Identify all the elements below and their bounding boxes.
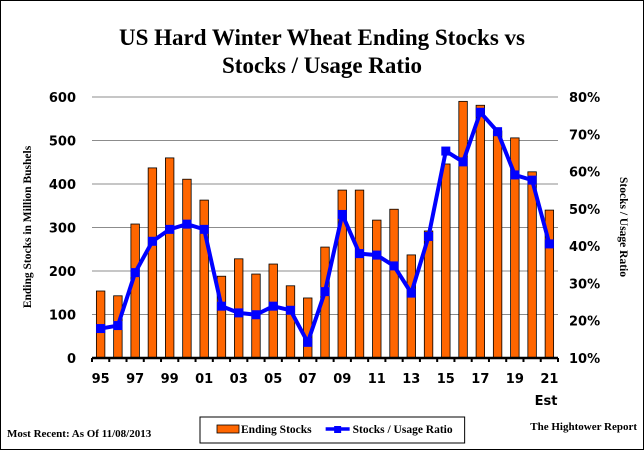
legend-label-ending-stocks: Ending Stocks bbox=[241, 424, 312, 436]
ratio-marker-18 bbox=[493, 127, 503, 137]
y2-tick-label-30: 30% bbox=[569, 277, 600, 292]
y-tick-label-500: 500 bbox=[49, 135, 76, 150]
line-series-stocks-usage-ratio bbox=[96, 107, 554, 347]
bar-17 bbox=[475, 104, 485, 359]
ratio-marker-02 bbox=[216, 301, 226, 311]
footnote-most-recent: Most Recent: As Of 11/08/2013 bbox=[7, 428, 152, 440]
ratio-marker-12 bbox=[389, 261, 399, 271]
ratio-marker-17 bbox=[475, 107, 485, 117]
ratio-marker-13 bbox=[406, 288, 416, 298]
x-axis bbox=[91, 356, 559, 362]
x-tick-label-03: 03 bbox=[230, 372, 248, 387]
y2-tick-label-50: 50% bbox=[569, 203, 600, 218]
ratio-marker-10 bbox=[355, 249, 365, 259]
x-tick-label-09: 09 bbox=[333, 372, 351, 387]
bar-12 bbox=[389, 208, 399, 359]
ratio-marker-99 bbox=[165, 224, 175, 234]
bar-99 bbox=[165, 157, 175, 359]
chart-title-line-2: Stocks / Usage Ratio bbox=[222, 53, 422, 78]
ratio-marker-04 bbox=[251, 310, 261, 320]
ratio-marker-95 bbox=[96, 324, 106, 334]
ratio-marker-97 bbox=[130, 268, 140, 278]
legend: Ending Stocks Stocks / Usage Ratio bbox=[199, 416, 466, 444]
bar-10 bbox=[354, 189, 365, 359]
ratio-marker-14 bbox=[424, 231, 434, 241]
ratio-marker-11 bbox=[372, 250, 382, 260]
x-tick-label-97: 97 bbox=[126, 372, 144, 387]
bar-05 bbox=[268, 263, 278, 359]
y-axis-left-ticks: 0 100 200 300 400 500 600 bbox=[49, 91, 76, 367]
x-tick-label-17: 17 bbox=[471, 372, 489, 387]
bar-13 bbox=[406, 254, 416, 359]
bar-00 bbox=[182, 178, 192, 359]
y-axis-right-title: Stocks / Usage Ratio bbox=[617, 177, 629, 277]
y-axis-left-title: Ending Stocks in Million Bushels bbox=[22, 145, 34, 308]
ratio-marker-00 bbox=[182, 219, 192, 229]
x-tick-label-07: 07 bbox=[299, 372, 317, 387]
y2-tick-label-20: 20% bbox=[569, 315, 600, 330]
bar-series-ending-stocks bbox=[95, 100, 555, 359]
y2-tick-label-60: 60% bbox=[569, 166, 600, 181]
bar-98 bbox=[147, 167, 158, 359]
legend-swatch-ending-stocks bbox=[216, 424, 240, 434]
ratio-marker-16 bbox=[458, 157, 468, 167]
ratio-marker-06 bbox=[285, 305, 295, 315]
ratio-marker-20 bbox=[527, 175, 537, 185]
footnote-source: The Hightower Report bbox=[530, 421, 637, 433]
chart-title-line-1: US Hard Winter Wheat Ending Stocks vs bbox=[119, 25, 525, 50]
x-tick-label-11: 11 bbox=[368, 372, 386, 387]
x-tick-label-01: 01 bbox=[195, 372, 213, 387]
ratio-marker-03 bbox=[234, 308, 244, 318]
x-tick-label-19: 19 bbox=[506, 372, 524, 387]
ratio-marker-96 bbox=[113, 321, 123, 331]
y2-tick-label-80: 80% bbox=[569, 91, 600, 106]
bar-06 bbox=[285, 285, 296, 359]
y-tick-label-300: 300 bbox=[49, 222, 76, 237]
y-tick-label-600: 600 bbox=[49, 91, 76, 106]
x-tick-label-13: 13 bbox=[402, 372, 420, 387]
y-axis-right-ticks: 10% 20% 30% 40% 50% 60% 70% 80% bbox=[569, 91, 600, 367]
bar-18 bbox=[492, 130, 503, 359]
ratio-marker-98 bbox=[147, 236, 157, 246]
bar-16 bbox=[458, 100, 468, 359]
ratio-marker-09 bbox=[337, 209, 347, 219]
y-tick-label-400: 400 bbox=[49, 178, 76, 193]
x-tick-label-05: 05 bbox=[264, 372, 282, 387]
legend-swatch-marker bbox=[334, 426, 342, 433]
x-axis-est-label: Est bbox=[535, 394, 558, 409]
ratio-marker-15 bbox=[441, 146, 451, 156]
bar-01 bbox=[199, 199, 209, 359]
legend-label-ratio: Stocks / Usage Ratio bbox=[353, 424, 453, 436]
ratio-marker-08 bbox=[320, 287, 330, 297]
bar-15 bbox=[441, 163, 451, 359]
y-tick-label-200: 200 bbox=[49, 265, 76, 280]
ratio-marker-05 bbox=[268, 301, 278, 311]
y2-tick-label-10: 10% bbox=[569, 352, 600, 367]
y2-tick-label-40: 40% bbox=[569, 240, 600, 255]
y2-tick-label-70: 70% bbox=[569, 128, 600, 143]
bar-11 bbox=[372, 219, 382, 359]
y-tick-label-0: 0 bbox=[67, 352, 76, 367]
x-tick-label-95: 95 bbox=[92, 372, 110, 387]
ratio-marker-19 bbox=[510, 170, 520, 180]
ratio-marker-21 bbox=[544, 239, 554, 249]
x-tick-label-21: 21 bbox=[540, 372, 558, 387]
x-axis-tick-labels: 95 97 99 01 03 05 07 09 11 13 15 17 19 21 bbox=[92, 372, 559, 387]
x-tick-label-15: 15 bbox=[437, 372, 455, 387]
bar-97 bbox=[130, 223, 140, 359]
ratio-marker-07 bbox=[303, 337, 313, 347]
ratio-marker-01 bbox=[199, 224, 209, 234]
bar-20 bbox=[527, 171, 537, 359]
y-tick-label-100: 100 bbox=[49, 309, 76, 324]
x-tick-label-99: 99 bbox=[161, 372, 179, 387]
